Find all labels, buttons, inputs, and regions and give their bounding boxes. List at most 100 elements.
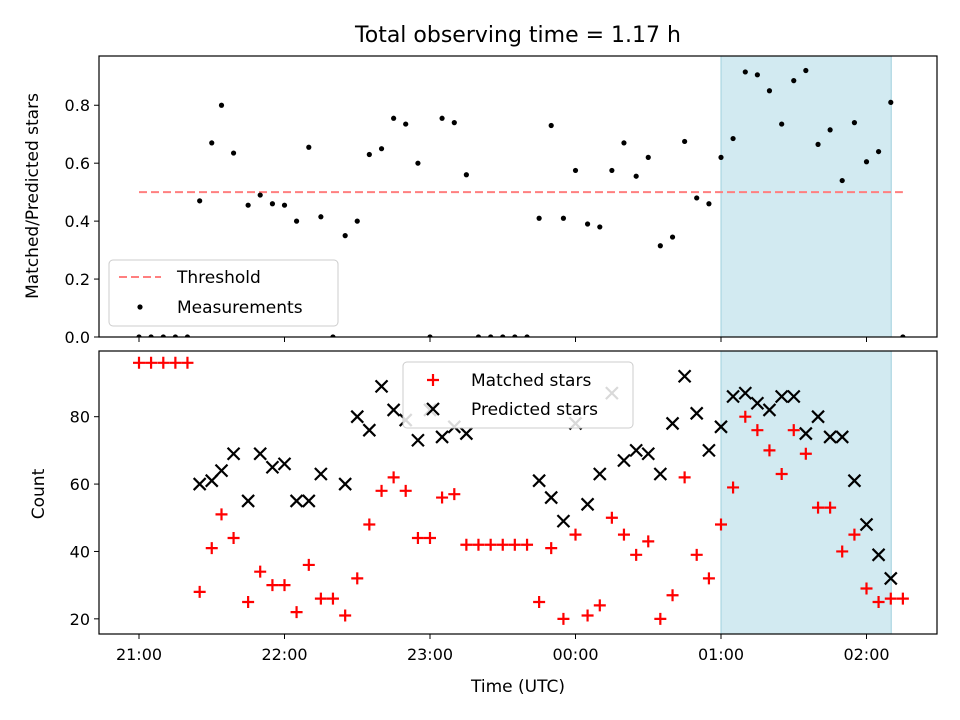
matched-star-point [169, 356, 182, 369]
matched-star-point [848, 528, 861, 541]
predicted-star-point [665, 416, 680, 431]
measurement-point [354, 218, 360, 224]
matched-star-point [533, 595, 546, 608]
matched-star-point [654, 612, 667, 625]
bottom-xlabel: Time (UTC) [470, 677, 565, 697]
xtick-label: 01:00 [698, 645, 744, 664]
predicted-star-point [835, 430, 849, 444]
predicted-star-point [532, 473, 546, 488]
measurement-point [500, 334, 506, 337]
legend-measurements-swatch [137, 304, 143, 310]
matched-star-point [387, 471, 400, 484]
measurement-point [851, 120, 858, 126]
measurement-point [839, 177, 845, 184]
predicted-star-point [871, 548, 886, 562]
matched-star-point [569, 528, 582, 541]
chart-title: Total observing time = 1.17 h [354, 23, 681, 48]
matched-star-point [351, 572, 364, 585]
predicted-star-point [192, 477, 207, 491]
bottom-ytick-label: 20 [70, 610, 90, 629]
bottom-ytick-label: 40 [70, 542, 90, 561]
predicted-star-point [799, 426, 813, 441]
predicted-star-point [653, 467, 668, 481]
predicted-star-point [677, 369, 692, 384]
legend-matched-label: Matched stars [471, 371, 591, 391]
bottom-legend: Matched stars Predicted stars [402, 361, 634, 429]
measurement-point [633, 173, 639, 179]
predicted-star-point [786, 389, 801, 404]
predicted-star-point [362, 423, 377, 437]
xtick-label: 00:00 [552, 645, 598, 664]
matched-star-point [787, 424, 800, 437]
measurement-point [463, 172, 469, 178]
matched-star-point [411, 531, 424, 544]
bottom-ytick-label: 80 [70, 408, 90, 427]
predicted-star-point [289, 494, 304, 508]
top-legend: Threshold Measurements [108, 259, 339, 327]
matched-star-point [157, 356, 170, 369]
matched-star-point [314, 592, 327, 605]
measurement-point [475, 334, 482, 337]
matched-star-point [727, 481, 740, 494]
predicted-star-point [641, 446, 656, 461]
matched-star-point [775, 467, 788, 480]
legend-threshold-label: Threshold [176, 268, 261, 288]
measurement-point [863, 159, 870, 165]
matched-star-point [581, 609, 594, 622]
xtick-label: 02:00 [843, 645, 889, 664]
measurement-point [136, 334, 142, 337]
top-ytick-label: 0.6 [65, 154, 90, 173]
predicted-star-point [859, 517, 874, 532]
matched-star-point [375, 484, 388, 497]
matched-star-point [545, 542, 558, 555]
count-panel: 20 40 60 80 21:00 22:00 23:00 00:00 01:00 02:00 Ma… [70, 350, 938, 664]
measurement-point [657, 243, 663, 249]
bottom-ylabel: Count [29, 468, 49, 519]
matched-star-point [339, 609, 352, 622]
predicted-star-point [702, 443, 716, 458]
measurement-point [342, 233, 348, 239]
matched-star-point [448, 488, 461, 501]
predicted-star-point [435, 430, 449, 444]
matched-star-point [630, 548, 643, 561]
measurement-point [306, 144, 312, 150]
matched-star-point [521, 538, 534, 551]
measurement-point [572, 167, 579, 174]
measurement-point [779, 121, 785, 127]
matched-star-point [399, 484, 412, 497]
matched-star-point [424, 531, 436, 544]
predicted-star-point [811, 409, 825, 424]
measurement-point [293, 218, 300, 224]
measurement-point [742, 69, 748, 75]
predicted-star-point [580, 497, 595, 512]
predicted-star-point [738, 386, 753, 400]
measurement-point [694, 195, 700, 201]
matched-star-point [605, 511, 618, 524]
measurement-point [391, 115, 397, 121]
matched-star-point [193, 585, 206, 598]
measurement-point [766, 88, 773, 94]
matched-star-point [884, 592, 897, 605]
measurement-point [900, 334, 906, 337]
measurement-point [730, 135, 736, 142]
predicted-star-point [214, 463, 229, 478]
predicted-star-point [884, 571, 898, 586]
measurement-point [791, 78, 797, 84]
predicted-star-point [314, 467, 328, 481]
measurement-point [560, 215, 567, 221]
top-legend-box [108, 259, 339, 327]
measurement-point [597, 224, 603, 230]
predicted-star-point [350, 409, 365, 424]
predicted-star-point [617, 453, 631, 468]
measurement-point [269, 201, 276, 207]
legend-measurements-label: Measurements [177, 298, 303, 318]
predicted-star-point [338, 477, 352, 491]
matched-star-point [227, 531, 240, 544]
predicted-star-point [629, 443, 643, 458]
xtick-label: 21:00 [116, 645, 162, 664]
top-ytick-label: 0.8 [65, 96, 90, 115]
top-axes-frame [98, 55, 938, 338]
predicted-star-point [689, 406, 704, 421]
predicted-star-point [253, 446, 267, 461]
matched-star-point [181, 356, 194, 369]
